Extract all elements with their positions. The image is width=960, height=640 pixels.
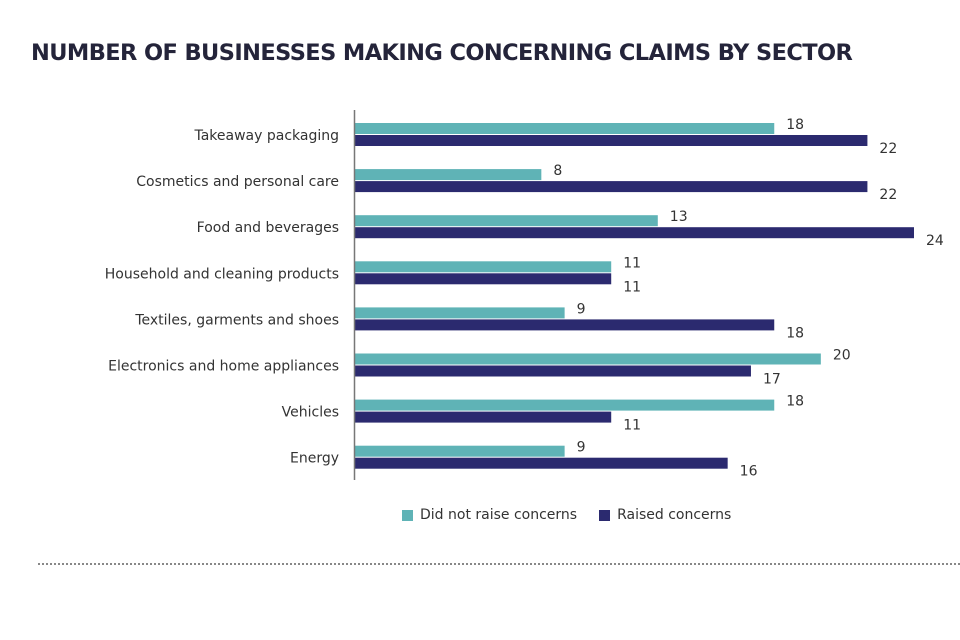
chart-title: NUMBER OF BUSINESSES MAKING CONCERNING C… <box>31 40 853 66</box>
value-label-raised-concerns-takeaway-packaging: 22 <box>879 141 897 157</box>
legend-swatch-did-not-raise <box>402 509 413 521</box>
value-label-raised-concerns-household-and-cleaning-products: 11 <box>623 279 641 295</box>
bar-did-not-raise-concerns-energy <box>355 445 565 457</box>
bar-did-not-raise-concerns-textiles-garments-and-shoes <box>355 307 565 319</box>
bar-raised-concerns-textiles-garments-and-shoes <box>355 319 775 331</box>
bar-did-not-raise-concerns-vehicles <box>355 399 775 411</box>
value-label-did-not-raise-concerns-textiles-garments-and-shoes: 9 <box>577 301 586 317</box>
bar-did-not-raise-concerns-food-and-beverages <box>355 215 658 227</box>
value-label-did-not-raise-concerns-cosmetics-and-personal-care: 8 <box>553 163 562 179</box>
category-label-energy: Energy <box>290 451 339 467</box>
value-label-raised-concerns-energy: 16 <box>740 464 758 480</box>
legend-label-did-not-raise: Did not raise concerns <box>420 507 578 523</box>
value-label-did-not-raise-concerns-household-and-cleaning-products: 11 <box>623 255 641 271</box>
legend-item-raised: Raised concerns <box>599 507 731 523</box>
value-label-raised-concerns-vehicles: 11 <box>623 418 641 434</box>
category-label-vehicles: Vehicles <box>282 405 339 421</box>
bar-did-not-raise-concerns-electronics-and-home-appliances <box>355 353 821 365</box>
dotted-divider <box>38 563 960 565</box>
category-label-takeaway-packaging: Takeaway packaging <box>193 128 339 144</box>
legend-label-raised: Raised concerns <box>617 507 732 523</box>
category-label-electronics-and-home-appliances: Electronics and home appliances <box>108 359 339 375</box>
value-label-raised-concerns-electronics-and-home-appliances: 17 <box>763 372 781 388</box>
bar-raised-concerns-energy <box>355 457 728 469</box>
category-label-cosmetics-and-personal-care: Cosmetics and personal care <box>136 174 339 190</box>
value-label-did-not-raise-concerns-vehicles: 18 <box>786 394 804 410</box>
value-label-did-not-raise-concerns-takeaway-packaging: 18 <box>786 117 804 133</box>
value-label-raised-concerns-cosmetics-and-personal-care: 22 <box>879 187 897 203</box>
value-label-raised-concerns-food-and-beverages: 24 <box>926 233 944 249</box>
bar-raised-concerns-cosmetics-and-personal-care <box>355 181 868 193</box>
bar-raised-concerns-electronics-and-home-appliances <box>355 365 751 377</box>
value-label-did-not-raise-concerns-food-and-beverages: 13 <box>670 209 688 225</box>
category-label-textiles-garments-and-shoes: Textiles, garments and shoes <box>134 312 339 328</box>
bar-raised-concerns-takeaway-packaging <box>355 135 868 146</box>
bar-raised-concerns-household-and-cleaning-products <box>355 273 612 285</box>
bar-did-not-raise-concerns-cosmetics-and-personal-care <box>355 169 542 181</box>
bar-raised-concerns-vehicles <box>355 411 612 423</box>
category-label-household-and-cleaning-products: Household and cleaning products <box>105 266 339 282</box>
legend-swatch-raised <box>599 509 611 521</box>
legend-item-did-not-raise: Did not raise concerns <box>402 507 577 523</box>
legend: Did not raise concerns Raised concerns <box>402 507 753 523</box>
bar-raised-concerns-food-and-beverages <box>355 227 914 239</box>
bar-did-not-raise-concerns-takeaway-packaging <box>355 123 775 134</box>
value-label-raised-concerns-textiles-garments-and-shoes: 18 <box>786 325 804 341</box>
category-label-food-and-beverages: Food and beverages <box>197 220 339 236</box>
bar-did-not-raise-concerns-household-and-cleaning-products <box>355 261 612 273</box>
value-label-did-not-raise-concerns-energy: 9 <box>577 440 586 456</box>
value-label-did-not-raise-concerns-electronics-and-home-appliances: 20 <box>833 348 851 364</box>
